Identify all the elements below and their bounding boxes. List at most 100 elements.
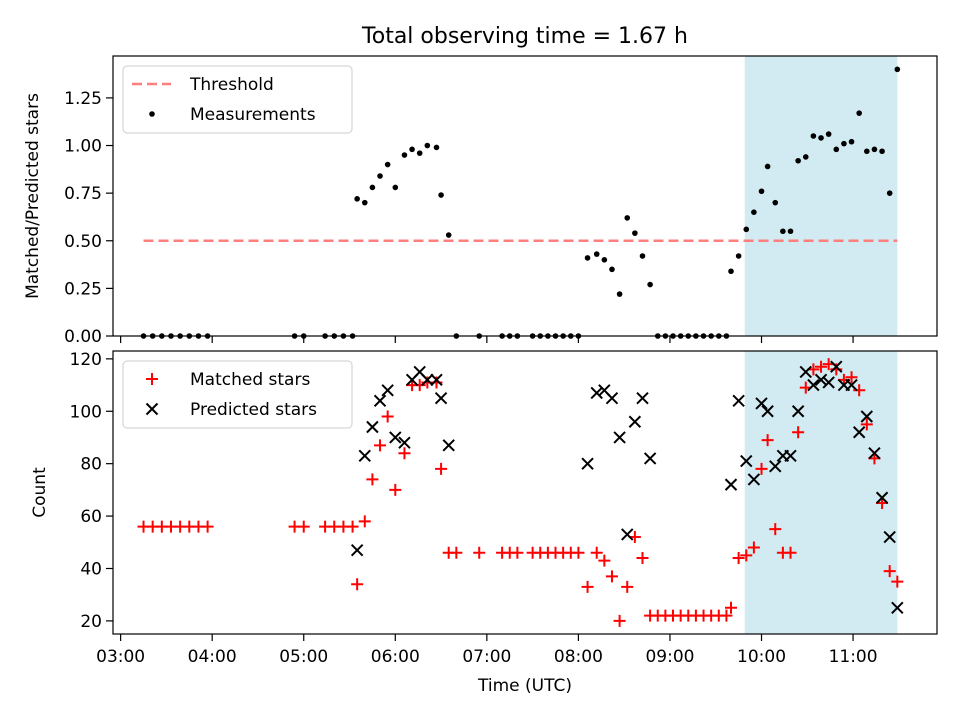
matched-star-marker <box>598 554 611 567</box>
predicted-star-marker <box>799 365 812 379</box>
matched-star-marker <box>511 546 524 559</box>
measurement-point <box>377 173 383 179</box>
measurement-point <box>802 154 809 160</box>
measurement-point <box>369 184 376 191</box>
predicted-star-marker <box>860 410 874 423</box>
measurement-point <box>445 232 452 238</box>
x-axis-label: Time (UTC) <box>477 676 572 696</box>
matched-star-marker <box>297 520 310 533</box>
y-tick-label: 0.00 <box>64 327 102 347</box>
matched-star-marker <box>201 520 214 533</box>
measurement-point <box>361 199 368 206</box>
matched-star-marker <box>590 546 603 559</box>
measurement-point <box>894 66 901 73</box>
measurement-point <box>772 199 779 206</box>
predicted-star-marker <box>830 360 843 373</box>
matched-star-marker <box>358 515 371 528</box>
predicted-star-marker <box>643 452 657 465</box>
matched-star-marker <box>769 523 782 536</box>
measurement-point <box>856 110 862 116</box>
x-tick-label: 08:00 <box>554 647 603 667</box>
predicted-star-marker <box>807 378 820 392</box>
y-tick-label: 0.75 <box>64 184 102 204</box>
measurement-point <box>864 148 870 155</box>
measurement-point <box>424 142 431 149</box>
legend-label: Predicted stars <box>190 400 317 420</box>
predicted-star-marker <box>891 601 904 615</box>
measurement-point <box>758 188 765 195</box>
axes-frame <box>112 350 938 635</box>
predicted-star-marker <box>590 386 603 400</box>
measurement-point <box>879 148 885 155</box>
matched-star-marker <box>883 565 896 578</box>
measurement-point <box>810 133 817 139</box>
measurement-point <box>438 192 444 198</box>
predicted-star-marker <box>791 405 805 418</box>
predicted-star-marker <box>852 426 866 439</box>
predicted-star-marker <box>784 449 797 463</box>
matched-star-marker <box>636 552 649 565</box>
measurement-point <box>787 228 794 235</box>
x-tick-label: 11:00 <box>829 647 878 667</box>
measurement-point <box>624 215 631 221</box>
measurement-point <box>848 138 855 145</box>
predicted-star-marker <box>822 376 835 389</box>
predicted-star-marker <box>366 420 379 434</box>
matched-star-marker <box>621 580 634 593</box>
highlight-span <box>744 351 898 634</box>
matched-star-marker <box>435 462 448 475</box>
measurement-point <box>632 230 638 236</box>
predicted-star-marker <box>845 378 858 392</box>
matched-star-marker <box>853 384 866 397</box>
matched-star-marker <box>346 520 359 533</box>
predicted-star-marker <box>740 454 753 468</box>
predicted-star-marker <box>442 439 455 452</box>
measurement-point <box>833 146 840 153</box>
highlight-span <box>744 56 898 336</box>
measurement-point <box>780 228 786 235</box>
predicted-star-marker <box>430 373 443 387</box>
measurement-point <box>764 163 771 170</box>
legend: Matched stars Predicted stars <box>122 360 353 429</box>
legend-matched-swatch <box>146 373 158 385</box>
legend-label: Measurements <box>190 105 316 125</box>
y-tick-label: 1.00 <box>64 137 102 157</box>
matched-star-marker <box>374 439 387 452</box>
predicted-star-marker <box>628 415 642 428</box>
y-tick-label: 80 <box>80 455 102 475</box>
matched-star-marker <box>845 371 858 384</box>
predicted-star-marker <box>381 384 394 397</box>
y-tick-label: 20 <box>80 612 102 632</box>
predicted-star-marker <box>613 431 626 444</box>
predicted-star-marker <box>350 543 364 557</box>
predicted-star-marker <box>755 397 768 410</box>
chart-title: Total observing time = 1.67 h <box>361 24 688 49</box>
predicted-star-marker <box>358 449 371 463</box>
predicted-star-marker <box>747 473 761 486</box>
matched-star-marker <box>413 379 426 392</box>
predicted-star-marker <box>761 405 774 418</box>
matched-star-marker <box>572 546 585 559</box>
predicted-star-marker <box>621 528 634 541</box>
matched-star-marker <box>381 410 394 423</box>
predicted-star-marker <box>389 431 402 444</box>
measurement-point <box>409 146 415 153</box>
matched-star-marker <box>473 546 486 559</box>
legend-label: Threshold <box>189 75 274 95</box>
matched-star-marker <box>351 578 364 591</box>
legend-label: Matched stars <box>190 370 310 390</box>
matched-star-marker <box>784 546 797 559</box>
top-panel: 0.00 0.25 0.50 0.75 1.00 1.25 Matched/Predicte… <box>23 55 938 347</box>
predicted-star-marker <box>769 460 782 473</box>
measurement-point <box>735 253 742 259</box>
predicted-star-marker <box>875 491 889 504</box>
predicted-star-marker <box>868 446 881 460</box>
matched-star-marker <box>725 601 737 614</box>
predicted-star-marker <box>421 373 434 387</box>
measurement-point <box>354 196 360 202</box>
matched-star-marker <box>605 570 618 583</box>
predicted-star-marker <box>581 457 594 470</box>
y-tick-label: 0.50 <box>64 232 102 252</box>
measurement-point <box>871 146 878 153</box>
